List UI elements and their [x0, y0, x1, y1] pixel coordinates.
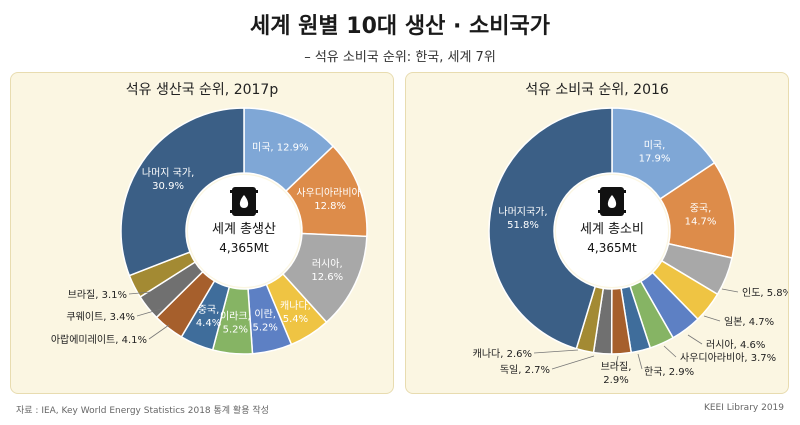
slice-label: 미국, 17.9%: [639, 140, 671, 165]
slice-label-name: 이란,: [254, 309, 276, 321]
slice-label-value: 12.8%: [314, 201, 346, 212]
leader-line: [687, 334, 703, 345]
slice-label-name: 나머지국가,: [498, 206, 547, 218]
leader-line: [148, 324, 170, 340]
center-label: 세계 총생산: [212, 222, 276, 237]
consumption-chart-title: 석유 소비국 순위, 2016: [525, 82, 669, 98]
page-title: 세계 원별 10대 생산 · 소비국가: [250, 14, 550, 39]
slice-labels: 미국, 12.9% 사우디아라비아, 12.8% 러시아, 12.6% 캐나다, 5.4% 이…: [51, 141, 364, 346]
slice-label: 나머지국가, 51.8%: [498, 206, 547, 231]
slice-label: 나머지 국가, 30.9%: [142, 167, 194, 192]
pie-slice-1: [611, 107, 716, 200]
slice-label-value: 51.8%: [507, 220, 539, 231]
center-value: 4,365Mt: [587, 241, 637, 255]
slice-label: 캐나다, 5.4%: [280, 300, 311, 325]
slice-label: 러시아, 12.6%: [311, 258, 343, 283]
slice-label: 이란, 5.2%: [252, 309, 277, 334]
slice-label: 브라질, 2.9%: [601, 361, 632, 386]
production-chart-title: 석유 생산국 순위, 2017p: [125, 82, 279, 98]
slice-label-value: 12.6%: [311, 272, 343, 283]
pie-slice-11: [488, 107, 613, 350]
slice-label-value: 17.9%: [639, 154, 671, 165]
slice-label: 이라크, 5.2%: [220, 311, 251, 336]
slice-label-value: 30.9%: [152, 181, 184, 192]
slice-label: 독일, 2.7%: [500, 364, 550, 376]
leader-line: [663, 345, 677, 358]
slice-label: 인도, 5.8%: [742, 287, 788, 299]
leader-line: [128, 291, 152, 295]
slice-label-name: 중국,: [690, 203, 712, 215]
slice-label-value: 14.7%: [685, 217, 717, 228]
slice-label: 일본, 4.7%: [724, 316, 774, 328]
slice-label-value: 4.4%: [196, 318, 221, 329]
slice-label: 캐나다, 2.6%: [473, 348, 532, 360]
slice-label: 러시아, 4.6%: [706, 339, 765, 351]
slice-label-name: 나머지 국가,: [142, 167, 194, 179]
slice-label: 브라질, 3.1%: [68, 289, 127, 301]
slice-label: 사우디아라비아, 3.7%: [680, 352, 776, 364]
page-subtitle: – 석유 소비국 순위: 한국, 세계 7위: [304, 50, 496, 65]
oil-barrel-icon: [598, 187, 626, 216]
slice-label: 사우디아라비아, 12.8%: [296, 187, 364, 212]
slice-label: 중국, 14.7%: [685, 203, 717, 228]
donut-center: [556, 175, 668, 287]
slice-label: 아랍에미레이트, 4.1%: [51, 333, 147, 346]
consumption-panel: 석유 소비국 순위, 2016 미국, 17.9% 중국, 14.7% 인도, 5.8%…: [405, 72, 789, 394]
consumption-donut-chart: 미국, 17.9% 중국, 14.7% 인도, 5.8% 일본, 4.7% 러시아, 4.6…: [473, 107, 788, 386]
slice-label-name: 브라질,: [601, 361, 632, 373]
slice-label-value: 5.4%: [283, 314, 308, 325]
slice-label-name: 러시아,: [312, 258, 343, 270]
leader-line: [551, 355, 595, 370]
slice-label-value: 5.2%: [252, 323, 277, 334]
slice-label-value: 5.2%: [223, 325, 248, 336]
production-donut-chart: 미국, 12.9% 사우디아라비아, 12.8% 러시아, 12.6% 캐나다, 5.4% 이…: [51, 107, 368, 355]
leader-line: [637, 353, 643, 370]
slice-label-name: 캐나다,: [280, 300, 311, 312]
center-value: 4,365Mt: [219, 241, 269, 255]
production-panel: 석유 생산국 순위, 2017p 미국, 12.9% 사우디아라비아, 12.8% 러…: [10, 72, 394, 394]
slice-label: 쿠웨이트, 3.4%: [66, 311, 135, 323]
slice-label-value: 2.9%: [603, 375, 628, 386]
brand-note: KEEI Library 2019: [703, 403, 784, 413]
leader-line: [703, 315, 721, 322]
center-label: 세계 총소비: [580, 222, 644, 237]
slice-label: 미국, 12.9%: [252, 141, 309, 153]
slice-label-name: 사우디아라비아,: [296, 187, 364, 199]
slice-label-name: 미국,: [644, 140, 666, 152]
slices: [488, 107, 736, 355]
slice-labels: 미국, 17.9% 중국, 14.7% 인도, 5.8% 일본, 4.7% 러시아, 4.6…: [473, 140, 788, 386]
oil-barrel-icon: [230, 187, 258, 216]
source-note: 자료 : IEA, Key World Energy Statistics 20…: [16, 406, 269, 416]
slice-label-name: 중국,: [198, 304, 220, 316]
leader-line: [136, 308, 162, 317]
leader-line: [615, 355, 619, 366]
slice-label: 중국, 4.4%: [196, 304, 221, 329]
slice-label-name: 이라크,: [220, 311, 251, 323]
leader-line: [533, 349, 579, 354]
donut-center: [188, 175, 300, 287]
leader-line: [721, 288, 739, 293]
pie-slice-11: [120, 107, 245, 277]
slice-label: 한국, 2.9%: [644, 366, 694, 378]
slices: [120, 107, 368, 355]
